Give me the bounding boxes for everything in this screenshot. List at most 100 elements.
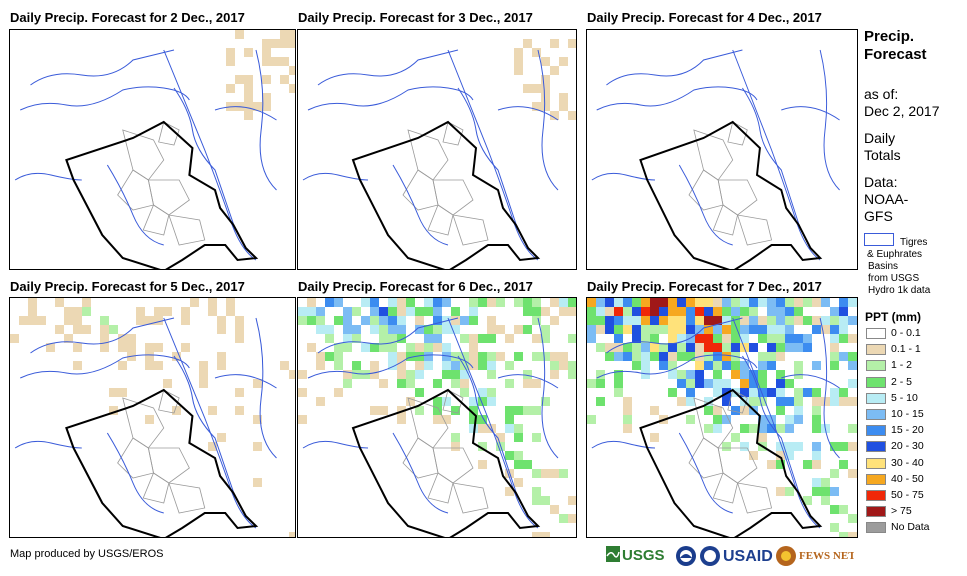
precip-cell xyxy=(623,298,632,307)
precip-cell xyxy=(668,334,677,343)
panel-title-dec7: Daily Precip. Forecast for 7 Dec., 2017 xyxy=(587,279,822,294)
precip-cell xyxy=(704,298,713,307)
precip-cell xyxy=(487,334,496,343)
precip-cell xyxy=(433,298,442,307)
precip-cell xyxy=(361,370,370,379)
precip-cell xyxy=(632,307,641,316)
precip-cell xyxy=(641,361,650,370)
precip-cell xyxy=(776,316,785,325)
precip-cell xyxy=(623,406,632,415)
precip-cell xyxy=(505,379,514,388)
precip-cell xyxy=(605,325,614,334)
precip-cell xyxy=(316,307,325,316)
legend-label: 1 - 2 xyxy=(891,359,913,372)
precip-cell xyxy=(532,469,541,478)
precip-cell xyxy=(424,343,433,352)
precip-cell xyxy=(307,316,316,325)
precip-cell xyxy=(695,307,704,316)
precip-cell xyxy=(496,352,505,361)
precip-cell xyxy=(505,406,514,415)
precip-cell xyxy=(388,298,397,307)
precip-cell xyxy=(668,307,677,316)
precip-cell xyxy=(632,343,641,352)
precip-cell xyxy=(442,343,451,352)
precip-cell xyxy=(596,325,605,334)
precip-cell xyxy=(677,316,686,325)
precip-cell xyxy=(632,334,641,343)
precip-cell xyxy=(830,316,839,325)
precip-cell xyxy=(325,325,334,334)
precip-cell xyxy=(253,442,262,451)
legend-swatch xyxy=(866,328,886,339)
precip-cell xyxy=(839,316,848,325)
precip-cell xyxy=(298,415,307,424)
precip-cell xyxy=(686,352,695,361)
precip-cell xyxy=(812,406,821,415)
precip-cell xyxy=(523,84,532,93)
precip-cell xyxy=(478,334,487,343)
precip-cell xyxy=(550,361,559,370)
precip-cell xyxy=(767,325,776,334)
legend-swatch xyxy=(866,344,886,356)
noaa-logo xyxy=(676,546,696,566)
map-panel-dec6 xyxy=(297,297,577,538)
precip-cell xyxy=(244,111,253,120)
precip-cell xyxy=(505,424,514,433)
precip-cell xyxy=(352,334,361,343)
precip-cell xyxy=(181,316,190,325)
precip-cell xyxy=(532,487,541,496)
precip-cell xyxy=(334,298,343,307)
precip-cell xyxy=(587,325,596,334)
precip-cell xyxy=(154,343,163,352)
precip-cell xyxy=(740,379,749,388)
precip-cell xyxy=(424,334,433,343)
precip-cell xyxy=(677,370,686,379)
precip-cell xyxy=(478,397,487,406)
precip-cell xyxy=(343,379,352,388)
precip-cell xyxy=(217,352,226,361)
precip-cell xyxy=(415,406,424,415)
precip-cell xyxy=(244,102,253,111)
precip-cell xyxy=(641,352,650,361)
precip-cell xyxy=(839,325,848,334)
basin-outline xyxy=(163,49,257,261)
precip-cell xyxy=(181,307,190,316)
precip-cell xyxy=(397,298,406,307)
precip-cell xyxy=(650,433,659,442)
precip-cell xyxy=(731,370,740,379)
legend-swatch xyxy=(866,473,886,485)
precip-cell xyxy=(433,334,442,343)
precip-cell xyxy=(803,298,812,307)
precip-cell xyxy=(605,352,614,361)
precip-cell xyxy=(821,298,830,307)
precip-cell xyxy=(334,343,343,352)
precip-cell xyxy=(289,39,295,48)
precip-cell xyxy=(235,30,244,39)
precip-cell xyxy=(848,352,857,361)
panel-title-dec4: Daily Precip. Forecast for 4 Dec., 2017 xyxy=(587,10,822,25)
precip-cell xyxy=(37,316,46,325)
precip-cell xyxy=(190,298,199,307)
precip-cell xyxy=(217,316,226,325)
fewsnet-logo: FEWS NET xyxy=(776,546,854,566)
basin-outline xyxy=(742,87,802,231)
precip-cell xyxy=(370,316,379,325)
precip-cell xyxy=(451,379,460,388)
precip-cell xyxy=(262,102,271,111)
precip-cell xyxy=(487,352,496,361)
precip-cell xyxy=(794,343,803,352)
precip-cell xyxy=(857,451,858,460)
precip-cell xyxy=(659,352,668,361)
province-border xyxy=(693,129,734,181)
precip-cell xyxy=(451,370,460,379)
precip-cell xyxy=(244,75,253,84)
precip-cell xyxy=(857,334,858,343)
legend-swatch xyxy=(866,522,886,534)
basin-line2: & Euphrates xyxy=(867,249,923,260)
precip-cell xyxy=(740,370,749,379)
precip-cell xyxy=(758,379,767,388)
totals-label: Totals xyxy=(864,147,901,163)
precip-cell xyxy=(514,66,523,75)
precip-cell xyxy=(785,379,794,388)
legend-label: 2 - 5 xyxy=(891,375,913,388)
